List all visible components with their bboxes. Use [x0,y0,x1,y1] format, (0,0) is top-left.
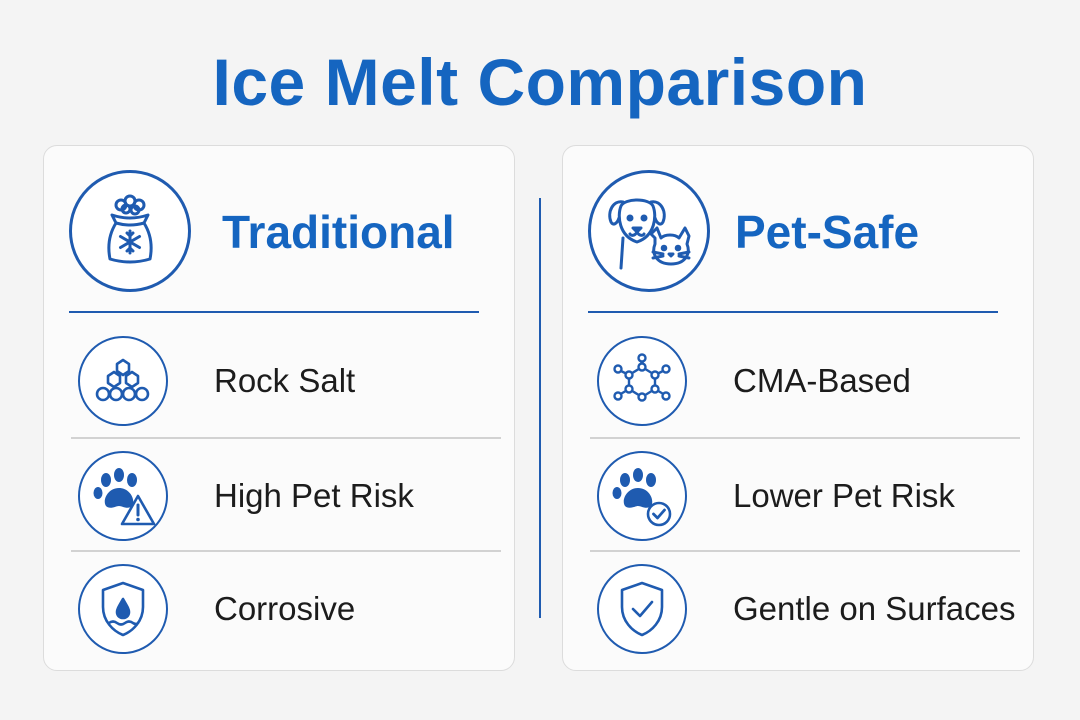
dog-cat-icon [588,170,710,292]
traditional-card: Traditional Rock Salt [43,145,515,671]
list-item-rock-salt: Rock Salt [44,324,514,434]
item-label: Rock Salt [214,362,356,399]
paw-check-icon [597,451,687,541]
header-divider [588,311,998,313]
pet-safe-card: Pet-Safe CMA-Based [562,145,1034,671]
row-divider [71,437,501,439]
molecule-icon [597,336,687,426]
list-item-gentle-on-surfaces: Gentle on Surfaces [563,552,1033,662]
row-divider [71,550,501,552]
shield-check-icon [597,564,687,654]
item-label: CMA-Based [733,362,911,399]
paw-warning-icon [78,451,168,541]
item-label: Lower Pet Risk [733,477,955,514]
item-label: High Pet Risk [214,477,414,514]
column-divider [539,198,541,618]
item-label: Corrosive [214,590,356,627]
item-label: Gentle on Surfaces [733,590,1016,627]
page-title: Ice Melt Comparison [212,45,868,119]
traditional-header: Traditional [44,146,514,314]
row-divider [590,550,1020,552]
rock-salt-icon [78,336,168,426]
list-item-high-pet-risk: High Pet Risk [44,439,514,549]
list-item-corrosive: Corrosive [44,552,514,662]
list-item-cma-based: CMA-Based [563,324,1033,434]
traditional-title: Traditional [222,206,455,258]
pet-safe-title: Pet-Safe [735,206,920,258]
ice-melt-bag-icon [69,170,191,292]
pet-safe-header: Pet-Safe [563,146,1033,314]
corrosion-shield-icon [78,564,168,654]
header-divider [69,311,479,313]
list-item-lower-pet-risk: Lower Pet Risk [563,439,1033,549]
row-divider [590,437,1020,439]
